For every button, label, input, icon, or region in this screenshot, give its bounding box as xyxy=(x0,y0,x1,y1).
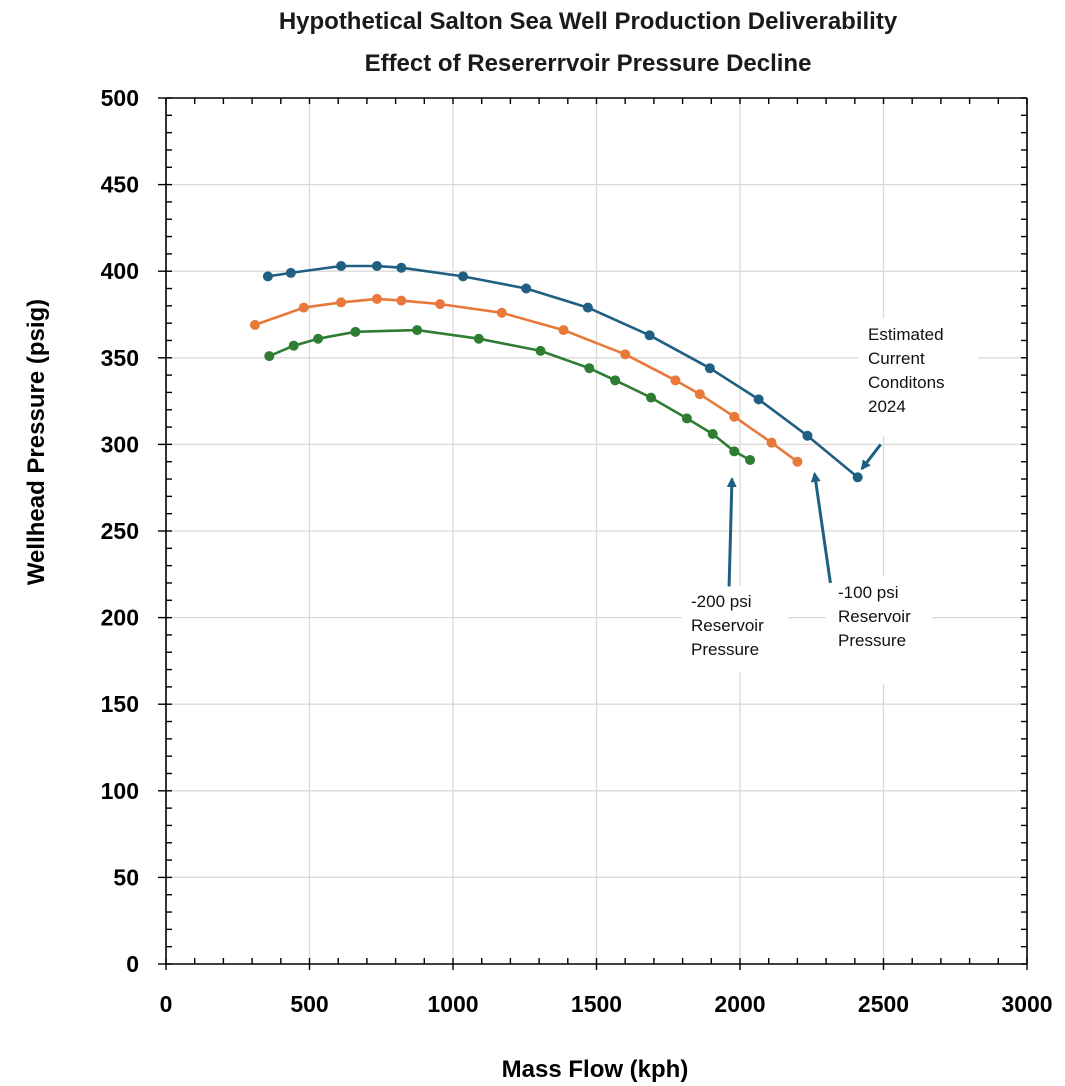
series-group xyxy=(249,261,863,483)
x-tick-label: 1000 xyxy=(427,991,478,1017)
series-point xyxy=(435,299,446,310)
series-point xyxy=(458,271,469,282)
series-point xyxy=(336,261,347,272)
series-point xyxy=(371,293,382,304)
series-point xyxy=(620,349,631,360)
series-point xyxy=(670,375,681,386)
y-tick-label: 500 xyxy=(101,85,139,111)
series-line xyxy=(268,328,751,462)
y-tick-label: 400 xyxy=(101,258,139,284)
series-point xyxy=(582,302,593,313)
series-point xyxy=(412,325,423,336)
series-point xyxy=(766,437,777,448)
annotation-arrow xyxy=(726,477,737,587)
series-point xyxy=(298,302,309,313)
annotation-arrow xyxy=(860,443,882,471)
series-point xyxy=(535,345,546,356)
series-point xyxy=(288,340,299,351)
y-tick-label: 450 xyxy=(101,172,139,198)
series-point xyxy=(285,267,296,278)
series-point xyxy=(704,363,715,374)
annotation-background xyxy=(682,586,788,672)
annotation-text-line: Conditons xyxy=(868,373,945,392)
series-point xyxy=(371,261,382,272)
annotation-text-line: Estimated xyxy=(868,325,944,344)
series-point xyxy=(644,330,655,341)
series-point xyxy=(264,351,275,362)
chart-subtitle: Effect of Resererrvoir Pressure Decline xyxy=(365,50,812,77)
chart-title: Hypothetical Salton Sea Well Production … xyxy=(279,8,898,35)
x-tick-labels: 0 500 1000 1500 2000 2500 3000 xyxy=(160,991,1053,1017)
annotation-text-line: Reservoir xyxy=(691,616,764,635)
annotation-minus100: -100 psi Reservoir Pressure xyxy=(810,471,932,684)
annotation-background xyxy=(858,318,978,436)
y-tick-labels: 0 50 100 150 200 250 300 350 400 450 500 xyxy=(101,85,139,977)
annotation-minus200: -200 psi Reservoir Pressure xyxy=(682,477,788,672)
annotation-background xyxy=(826,576,932,684)
series-point xyxy=(753,394,764,405)
x-axis-label: Mass Flow (kph) xyxy=(502,1056,689,1083)
y-tick-label: 350 xyxy=(101,345,139,371)
annotation-text-line: Current xyxy=(868,349,925,368)
annotation-text-line: Pressure xyxy=(838,631,906,650)
series-point xyxy=(646,392,657,403)
x-tick-label: 3000 xyxy=(1001,991,1052,1017)
series-point xyxy=(249,319,260,330)
series-point xyxy=(262,271,273,282)
series-point xyxy=(745,454,756,465)
series-point xyxy=(792,456,803,467)
series-point xyxy=(336,297,347,308)
series-point xyxy=(802,430,813,441)
series-point xyxy=(610,375,621,386)
axes xyxy=(158,97,1028,970)
annotation-text-line: Pressure xyxy=(691,640,759,659)
y-tick-label: 250 xyxy=(101,518,139,544)
x-tick-label: 0 xyxy=(160,991,173,1017)
series-point xyxy=(729,446,740,457)
series-2 xyxy=(249,293,803,467)
series-point xyxy=(521,283,532,294)
annotation-text-line: 2024 xyxy=(868,397,906,416)
y-tick-label: 150 xyxy=(101,691,139,717)
series-point xyxy=(694,389,705,400)
y-tick-label: 200 xyxy=(101,605,139,631)
y-axis-label: Wellhead Pressure (psig) xyxy=(23,299,50,585)
series-point xyxy=(707,429,718,440)
series-point xyxy=(350,326,361,337)
x-tick-label: 1500 xyxy=(571,991,622,1017)
annotations: Estimated Current Conditons 2024 -100 psi Res… xyxy=(682,318,978,684)
series-point xyxy=(681,413,692,424)
grid-lines xyxy=(166,98,1027,964)
annotation-current: Estimated Current Conditons 2024 xyxy=(858,318,978,471)
series-3 xyxy=(264,325,756,465)
y-tick-label: 50 xyxy=(113,864,139,890)
series-point xyxy=(852,472,863,483)
series-line xyxy=(254,297,799,463)
series-point xyxy=(558,325,569,336)
series-point xyxy=(729,411,740,422)
y-tick-label: 100 xyxy=(101,778,139,804)
series-point xyxy=(584,363,595,374)
y-tick-label: 300 xyxy=(101,431,139,457)
series-point xyxy=(313,333,324,344)
annotation-arrow xyxy=(810,471,832,584)
series-point xyxy=(396,295,407,306)
annotation-text-line: Reservoir xyxy=(838,607,911,626)
y-tick-label: 0 xyxy=(126,951,139,977)
annotation-text-line: -100 psi xyxy=(838,583,898,602)
series-point xyxy=(396,262,407,273)
x-tick-label: 2500 xyxy=(858,991,909,1017)
series-point xyxy=(496,307,507,318)
x-tick-label: 500 xyxy=(290,991,328,1017)
x-tick-label: 2000 xyxy=(714,991,765,1017)
annotation-text-line: -200 psi xyxy=(691,592,751,611)
series-1 xyxy=(262,261,863,483)
series-point xyxy=(473,333,484,344)
